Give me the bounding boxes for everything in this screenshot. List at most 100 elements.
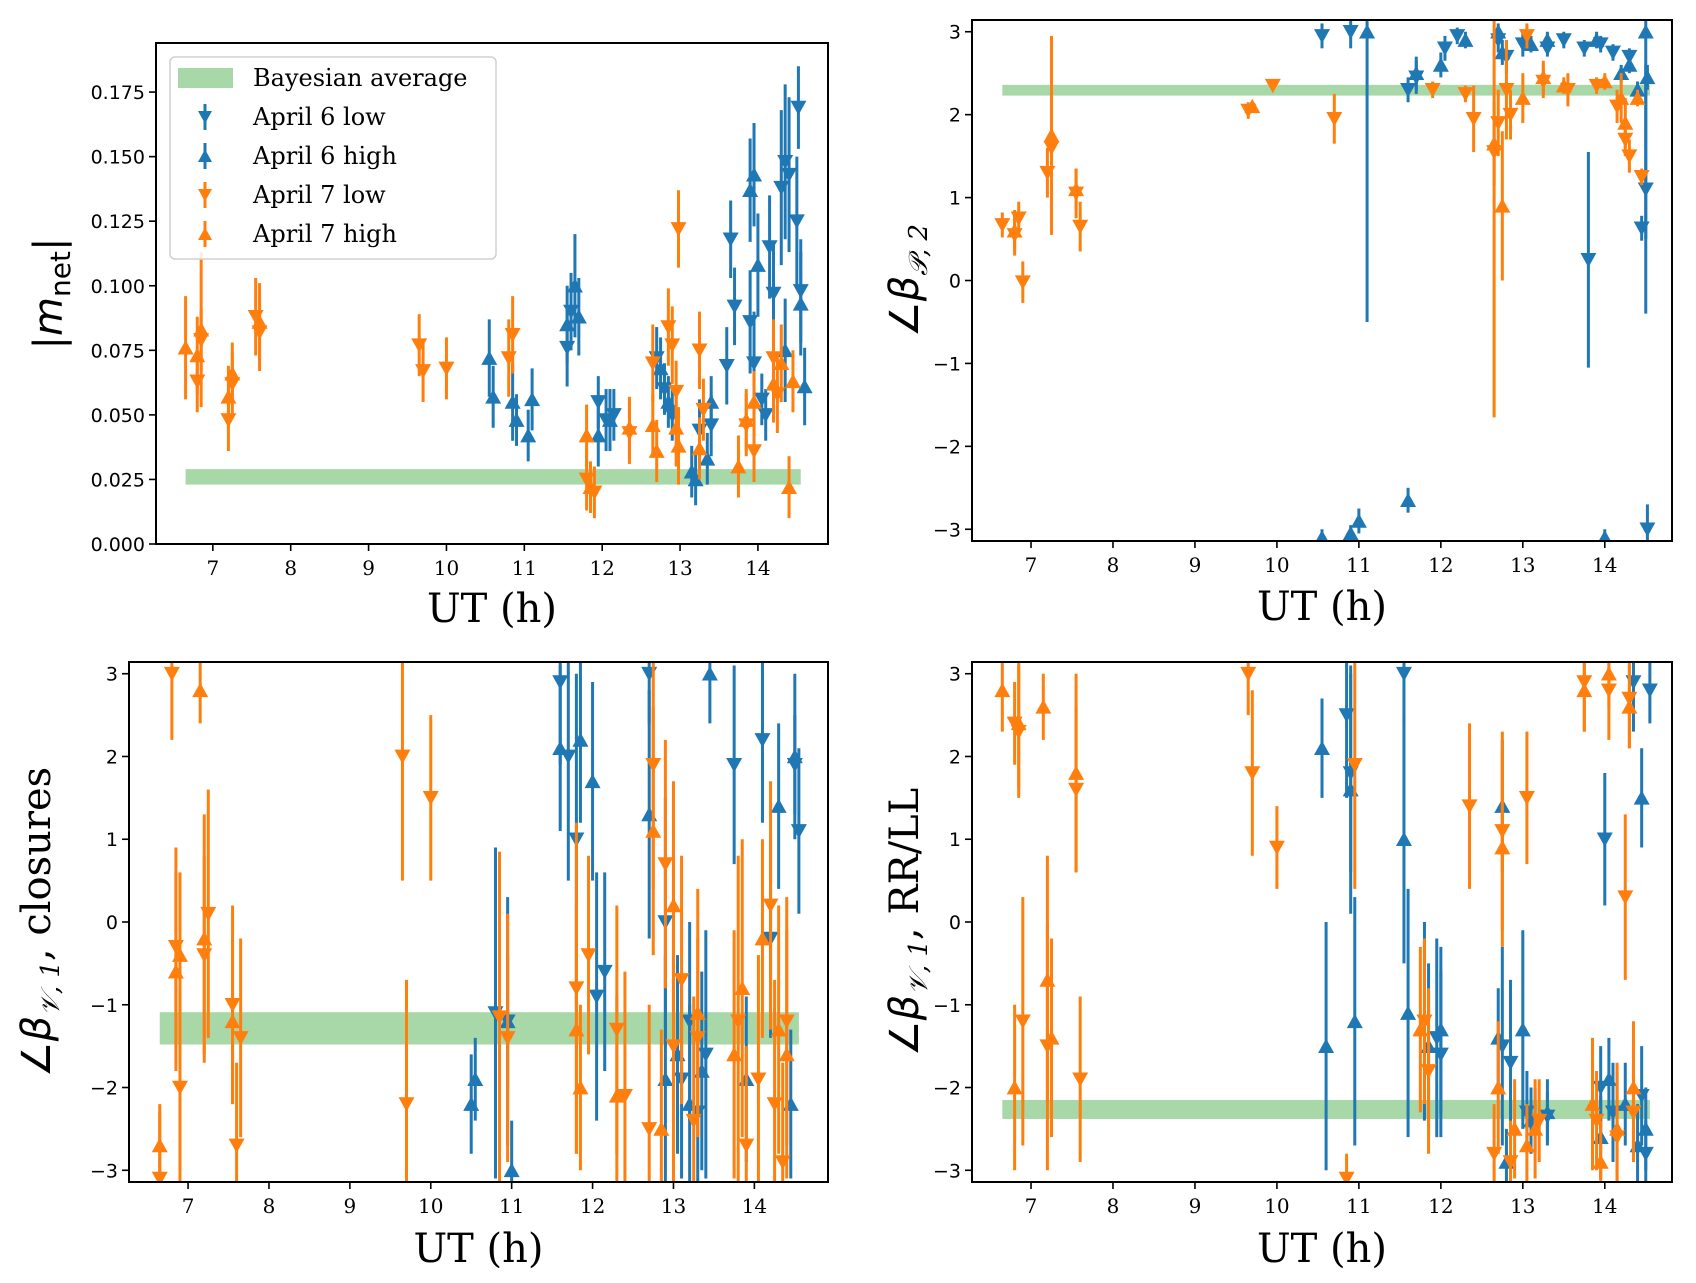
x-axis-label: UT (h) (1257, 1226, 1387, 1272)
x-tick-label: 12 (1428, 1194, 1453, 1218)
data-point (1633, 790, 1650, 805)
data-point (1588, 32, 1605, 47)
data-point (1315, 529, 1329, 541)
y-tick-label: 0 (106, 912, 118, 934)
ylabel-part: 𝒱, 1 (36, 961, 66, 1016)
data-point (485, 389, 502, 404)
data-point (1617, 890, 1634, 905)
ylabel-part: β (14, 1016, 60, 1043)
data-point (1314, 29, 1330, 44)
data-point (1621, 699, 1638, 714)
data-point (1518, 791, 1535, 806)
y-tick-label: −2 (933, 1078, 961, 1100)
x-tick-label: 8 (263, 1194, 276, 1218)
data-point (1592, 1154, 1609, 1169)
data-point (1588, 1113, 1605, 1129)
ylabel-part: ∠ (14, 1041, 60, 1077)
data-point (422, 791, 439, 806)
data-point (1268, 840, 1285, 856)
data-point (1432, 57, 1449, 72)
x-tick-label: 11 (1346, 1194, 1371, 1218)
ylabel-part: | (26, 336, 72, 349)
data-point (559, 316, 576, 332)
data-point (500, 351, 517, 366)
data-point (1639, 522, 1656, 537)
data-point (660, 394, 677, 409)
y-tick-label: −3 (933, 519, 961, 541)
data-point (1010, 715, 1027, 731)
data-point (668, 420, 685, 435)
data-point (1527, 1121, 1544, 1136)
data-point (757, 408, 774, 423)
data-point (520, 427, 537, 443)
x-tick-label: 9 (1189, 1194, 1202, 1218)
y-tick-label: 0.100 (91, 276, 145, 298)
x-axis-label: UT (h) (427, 586, 557, 632)
data-point (1580, 252, 1597, 268)
legend-label: Bayesian average (253, 64, 468, 92)
data-point (570, 309, 587, 324)
y-tick-label: 1 (949, 188, 961, 210)
data-point (1395, 666, 1412, 682)
data-point (193, 322, 210, 337)
data-point (1014, 1014, 1031, 1029)
data-point (398, 1097, 415, 1112)
data-point (648, 443, 665, 458)
data-point (1436, 41, 1453, 56)
data-point (1600, 666, 1617, 681)
y-tick-label: 2 (949, 105, 961, 127)
data-point (770, 1021, 787, 1037)
series-april-6-high (481, 123, 813, 506)
x-tick-label: 9 (362, 556, 375, 580)
series-april-7-high (177, 252, 801, 519)
x-axis-label: UT (h) (413, 1226, 543, 1272)
data-point (1494, 198, 1511, 213)
legend-entry: April 6 low (198, 103, 386, 131)
y-tick-label: 0.125 (91, 211, 145, 233)
data-point (1490, 24, 1507, 39)
data-point (722, 232, 739, 247)
y-tick-label: 0.175 (91, 82, 145, 104)
data-point (1342, 781, 1359, 797)
data-point (192, 682, 209, 698)
data-point (1412, 1021, 1429, 1037)
plot-area (151, 662, 807, 1182)
y-tick-label: 0.000 (91, 534, 145, 556)
y-tick-label: −2 (933, 436, 961, 458)
data-point (790, 824, 807, 839)
data-point (1486, 1146, 1503, 1162)
data-point (681, 1096, 698, 1111)
data-point (685, 1113, 702, 1129)
y-axis-label: ∠β𝒱, 1, closures (14, 767, 66, 1077)
data-point (1598, 529, 1611, 541)
legend-entry: April 7 high (198, 220, 397, 248)
data-point (1424, 82, 1441, 98)
data-point (726, 299, 743, 315)
x-tick-label: 8 (1107, 1194, 1120, 1218)
data-point (1461, 799, 1478, 814)
ylabel-part: net (44, 251, 77, 297)
y-tick-label: 2 (949, 746, 961, 768)
triangle-up-icon (198, 149, 212, 162)
data-point (1629, 82, 1646, 97)
data-point (749, 257, 766, 272)
x-tick-label: 7 (1025, 1194, 1038, 1218)
data-point (177, 340, 194, 355)
data-point (778, 1046, 795, 1062)
data-point (411, 338, 428, 353)
y-tick-label: 0.025 (91, 469, 145, 491)
y-tick-label: −3 (90, 1160, 118, 1182)
data-point (596, 964, 613, 980)
x-tick-label: 12 (589, 556, 614, 580)
data-point (491, 1010, 508, 1025)
data-point (1596, 832, 1613, 847)
ylabel-part: ∠ (882, 1020, 928, 1056)
data-point (1244, 766, 1261, 781)
data-point (1449, 29, 1466, 44)
data-point (584, 773, 601, 789)
data-point (734, 980, 751, 996)
y-tick-label: −2 (90, 1078, 118, 1100)
data-point (171, 1080, 188, 1096)
data-point (1457, 32, 1474, 47)
data-point (572, 732, 589, 747)
